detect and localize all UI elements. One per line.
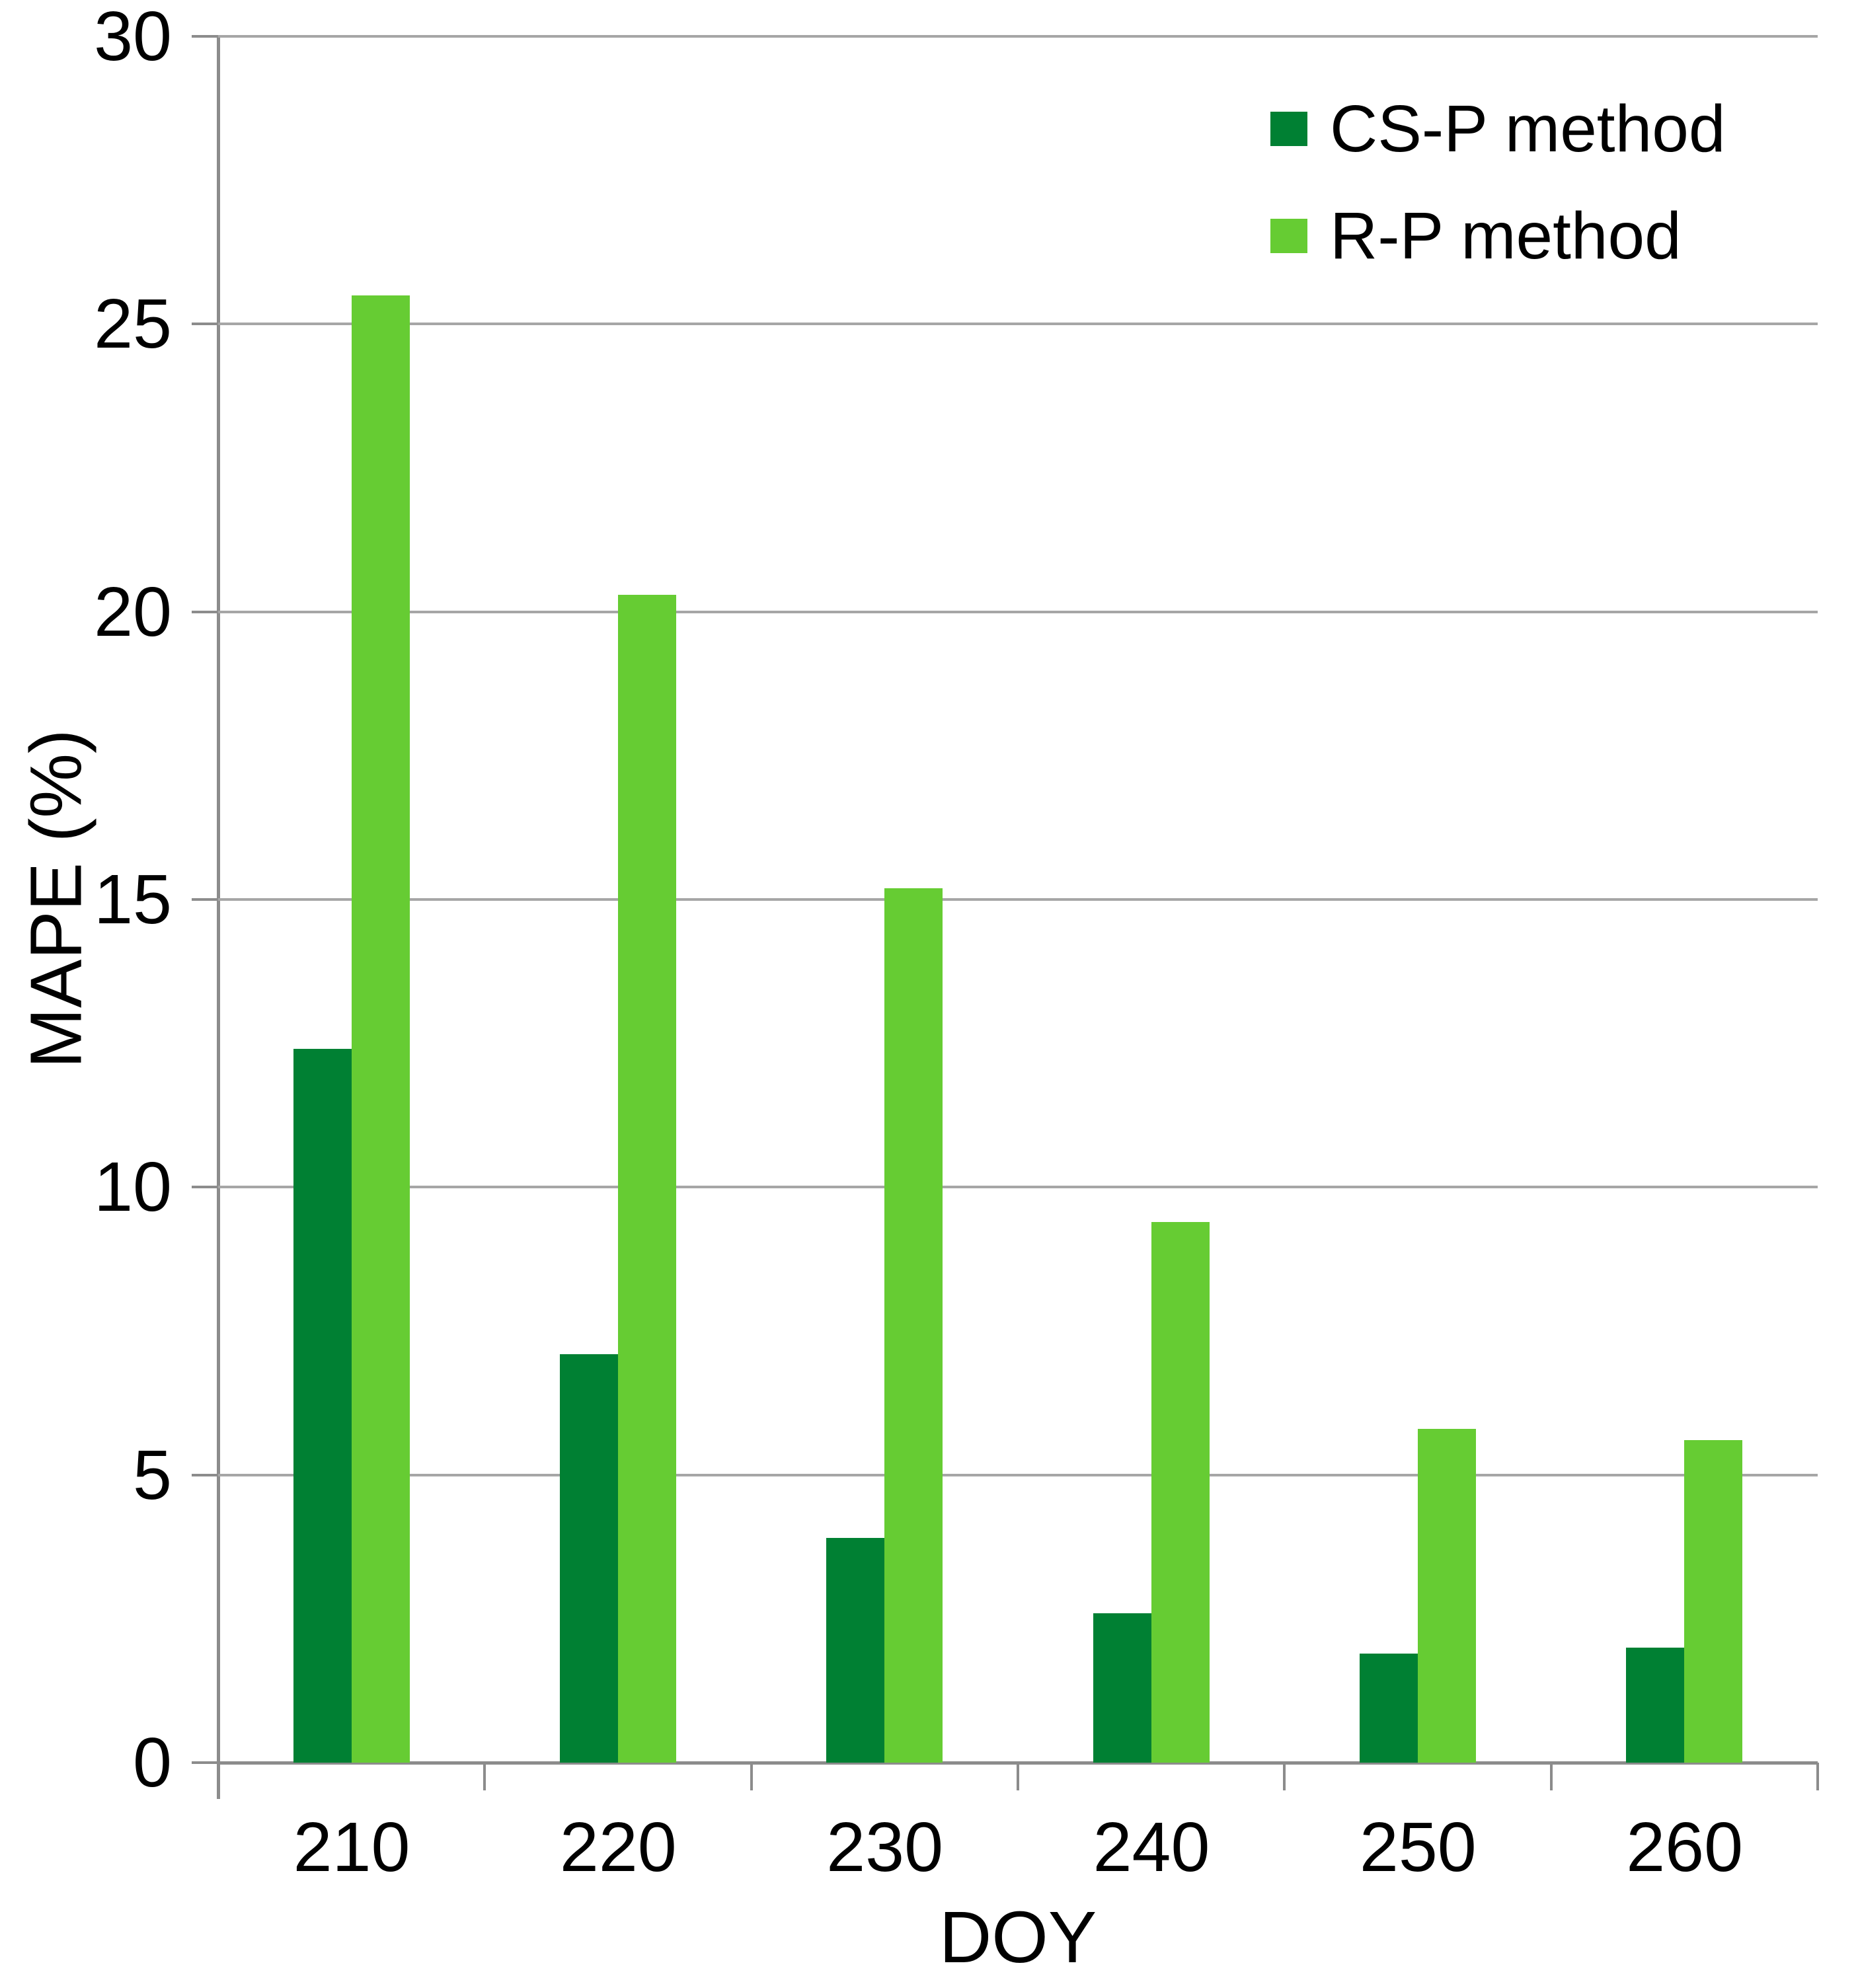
x-tick-label: 230 bbox=[826, 1808, 944, 1886]
y-axis-tick bbox=[192, 898, 218, 901]
y-axis-tick bbox=[192, 610, 218, 613]
x-axis-title: DOY bbox=[939, 1897, 1097, 1978]
bar-cs-p-250 bbox=[1360, 1653, 1418, 1763]
y-tick-label: 5 bbox=[133, 1435, 172, 1514]
bar-r-p-250 bbox=[1418, 1429, 1476, 1763]
gridline bbox=[218, 898, 1818, 901]
bar-r-p-210 bbox=[351, 295, 410, 1763]
x-axis-tick bbox=[1283, 1763, 1286, 1790]
plot-area bbox=[218, 35, 1818, 1765]
bar-cs-p-240 bbox=[1093, 1613, 1151, 1763]
bar-r-p-230 bbox=[884, 888, 943, 1763]
legend: CS-P method R-P method bbox=[1270, 96, 1725, 310]
gridline bbox=[218, 35, 1818, 38]
legend-swatch-icon bbox=[1270, 112, 1307, 146]
x-axis-tick bbox=[1017, 1763, 1019, 1790]
y-axis-tick bbox=[192, 323, 218, 326]
y-axis-tick bbox=[192, 1186, 218, 1189]
legend-label: CS-P method bbox=[1330, 92, 1726, 166]
legend-label: R-P method bbox=[1330, 199, 1682, 273]
legend-swatch-icon bbox=[1270, 219, 1307, 253]
x-axis-tick bbox=[217, 1763, 219, 1790]
legend-item: R-P method bbox=[1270, 203, 1725, 269]
x-tick-label: 210 bbox=[293, 1808, 410, 1886]
y-tick-label: 25 bbox=[94, 285, 172, 363]
bar-cs-p-230 bbox=[826, 1538, 885, 1763]
x-tick-label: 250 bbox=[1359, 1808, 1477, 1886]
x-tick-label: 220 bbox=[559, 1808, 677, 1886]
x-axis-tick bbox=[750, 1763, 753, 1790]
bar-r-p-260 bbox=[1684, 1440, 1743, 1763]
y-tick-label: 0 bbox=[133, 1724, 172, 1802]
y-axis-tick bbox=[192, 1761, 218, 1764]
x-axis-tick bbox=[1816, 1763, 1819, 1790]
bar-cs-p-210 bbox=[293, 1049, 352, 1763]
y-axis-tick bbox=[192, 1473, 218, 1476]
gridline bbox=[218, 1473, 1818, 1476]
y-axis-line bbox=[217, 36, 220, 1799]
bar-r-p-220 bbox=[618, 594, 676, 1763]
bar-cs-p-220 bbox=[560, 1354, 618, 1763]
y-tick-label: 15 bbox=[94, 860, 172, 938]
x-tick-label: 260 bbox=[1626, 1808, 1744, 1886]
y-tick-label: 20 bbox=[94, 572, 172, 651]
x-axis-tick bbox=[1549, 1763, 1553, 1790]
y-axis-tick bbox=[192, 35, 218, 38]
bar-cs-p-260 bbox=[1626, 1647, 1685, 1763]
gridline bbox=[218, 1186, 1818, 1189]
gridline bbox=[218, 323, 1818, 326]
x-axis-tick bbox=[483, 1763, 486, 1790]
x-tick-label: 240 bbox=[1093, 1808, 1210, 1886]
legend-item: CS-P method bbox=[1270, 96, 1725, 162]
bar-r-p-240 bbox=[1151, 1221, 1210, 1763]
y-tick-label: 30 bbox=[94, 0, 172, 75]
y-tick-label: 10 bbox=[94, 1148, 172, 1227]
gridline bbox=[218, 610, 1818, 613]
